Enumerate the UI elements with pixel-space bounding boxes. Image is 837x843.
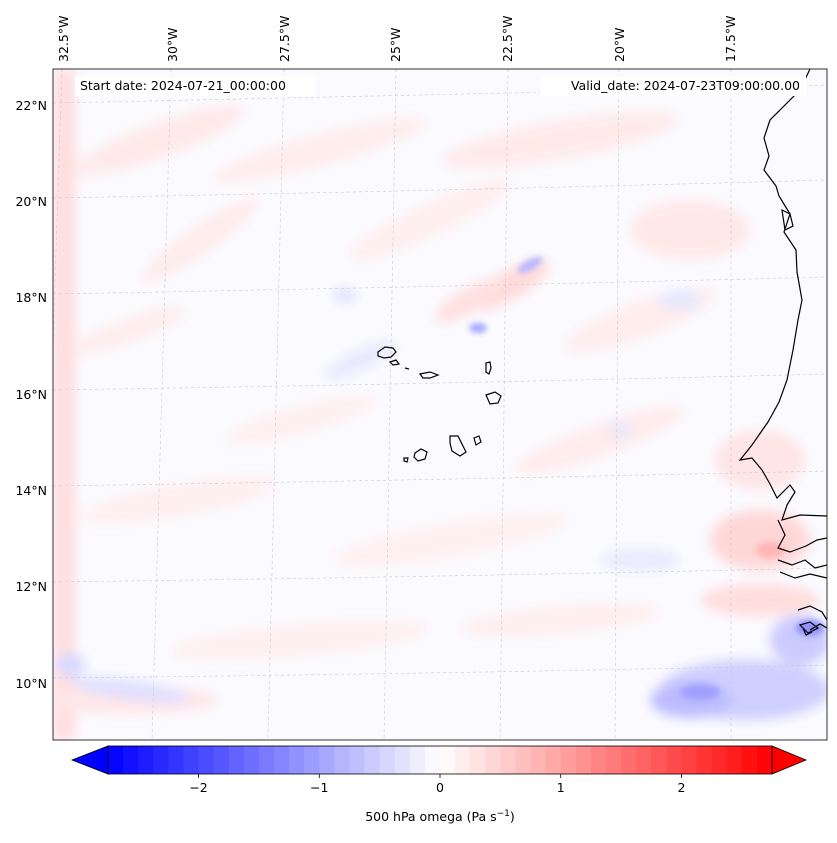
island-brava	[403, 457, 409, 463]
colorbar-cell	[228, 746, 245, 774]
island-boa-vista	[485, 391, 502, 405]
lat-label: 12°N	[15, 579, 47, 594]
colorbar-cells	[108, 746, 773, 774]
colorbar-cell	[409, 746, 426, 774]
lon-label: 30°W	[165, 27, 180, 62]
cape-verde-islands	[377, 346, 502, 463]
colorbar-cell	[258, 746, 275, 774]
longitude-labels: 32.5°W 30°W 27.5°W 25°W 22.5°W 20°W 17.5…	[56, 16, 738, 62]
colorbar-cell	[726, 746, 743, 774]
colorbar-cell	[138, 746, 154, 774]
island-sao-vicente	[388, 359, 401, 366]
omega-west-edge	[53, 69, 75, 740]
island-sal	[485, 361, 492, 375]
colorbar-cell	[168, 746, 184, 774]
colorbar-cell	[289, 746, 305, 774]
island-maio	[473, 435, 482, 446]
map-frame	[52, 68, 828, 741]
omega-field	[53, 69, 827, 740]
colorbar-cell	[198, 746, 215, 774]
island-fogo	[413, 448, 428, 462]
colorbar-cell	[741, 746, 758, 774]
colorbar-cell	[696, 746, 713, 774]
colorbar-tick-label: 1	[557, 780, 565, 795]
lat-label: 18°N	[15, 290, 47, 305]
colorbar-cell	[274, 746, 290, 774]
start-date-label: Start date: 2024-07-21_00:00:00	[80, 78, 286, 93]
colorbar-min-arrow	[70, 745, 109, 775]
colorbar-cell	[304, 746, 320, 774]
colorbar-cell	[334, 746, 350, 774]
colorbar-label: 500 hPa omega (Pa s−1)	[365, 809, 515, 824]
colorbar-max-arrow	[771, 745, 808, 775]
colorbar-cell	[394, 746, 411, 774]
colorbar-cell	[530, 746, 547, 774]
colorbar-cell	[108, 746, 124, 774]
colorbar-cell	[545, 746, 562, 774]
map-background	[53, 69, 827, 740]
colorbar-cell	[590, 746, 607, 774]
island-sao-nicolau	[418, 371, 440, 379]
lat-label: 22°N	[15, 98, 47, 113]
colorbar-cell	[485, 746, 501, 774]
lat-label: 10°N	[15, 676, 47, 691]
colorbar-cell	[500, 746, 516, 774]
colorbar-cell	[651, 746, 667, 774]
colorbar-tick-label: −1	[310, 780, 328, 795]
colorbar-cell	[515, 746, 531, 774]
colorbar-cell	[183, 746, 199, 774]
colorbar-cell	[319, 746, 335, 774]
colorbar-cell	[379, 746, 396, 774]
colorbar-cell	[123, 746, 139, 774]
lat-label: 14°N	[15, 483, 47, 498]
lat-label: 16°N	[15, 387, 47, 402]
lon-label: 25°W	[388, 27, 403, 62]
island-santiago	[449, 435, 467, 457]
island-santo-antao	[377, 346, 397, 359]
colorbar-cell	[455, 746, 471, 774]
colorbar-cell	[636, 746, 652, 774]
africa-coastline	[738, 69, 827, 636]
lon-label: 22.5°W	[500, 16, 515, 62]
colorbar-cell	[213, 746, 230, 774]
lon-label: 27.5°W	[277, 16, 292, 62]
colorbar-tick-label: 0	[436, 780, 444, 795]
map-panel: Start date: 2024-07-21_00:00:00 Valid_da…	[52, 68, 828, 741]
latitude-labels: 22°N 20°N 18°N 16°N 14°N 12°N 10°N	[15, 98, 47, 691]
colorbar-cell	[349, 746, 365, 774]
colorbar-ticks: −2 −1 0 1 2	[189, 774, 685, 795]
colorbar-cell	[424, 746, 441, 774]
colorbar-cell	[606, 746, 622, 774]
colorbar-cell	[711, 746, 728, 774]
colorbar-cell	[470, 746, 486, 774]
valid-date-label: Valid_date: 2024-07-23T09:00:00.00	[571, 78, 800, 93]
lon-label: 32.5°W	[56, 16, 71, 62]
colorbar-tick-label: −2	[189, 780, 207, 795]
colorbar-cell	[575, 746, 592, 774]
colorbar-cell	[666, 746, 682, 774]
colorbar: −2 −1 0 1 2 500 hPa omega (Pa s−1)	[70, 745, 808, 824]
island-santa-luzia	[404, 367, 410, 370]
gridlines	[53, 69, 827, 740]
colorbar-cell	[560, 746, 577, 774]
colorbar-cell	[681, 746, 697, 774]
lon-label: 17.5°W	[723, 16, 738, 62]
colorbar-cell	[440, 746, 456, 774]
colorbar-cell	[243, 746, 260, 774]
lat-label: 20°N	[15, 194, 47, 209]
colorbar-cell	[364, 746, 381, 774]
lon-label: 20°W	[612, 27, 627, 62]
colorbar-tick-label: 2	[677, 780, 685, 795]
colorbar-cell	[756, 746, 773, 774]
colorbar-cell	[621, 746, 637, 774]
colorbar-cell	[153, 746, 169, 774]
